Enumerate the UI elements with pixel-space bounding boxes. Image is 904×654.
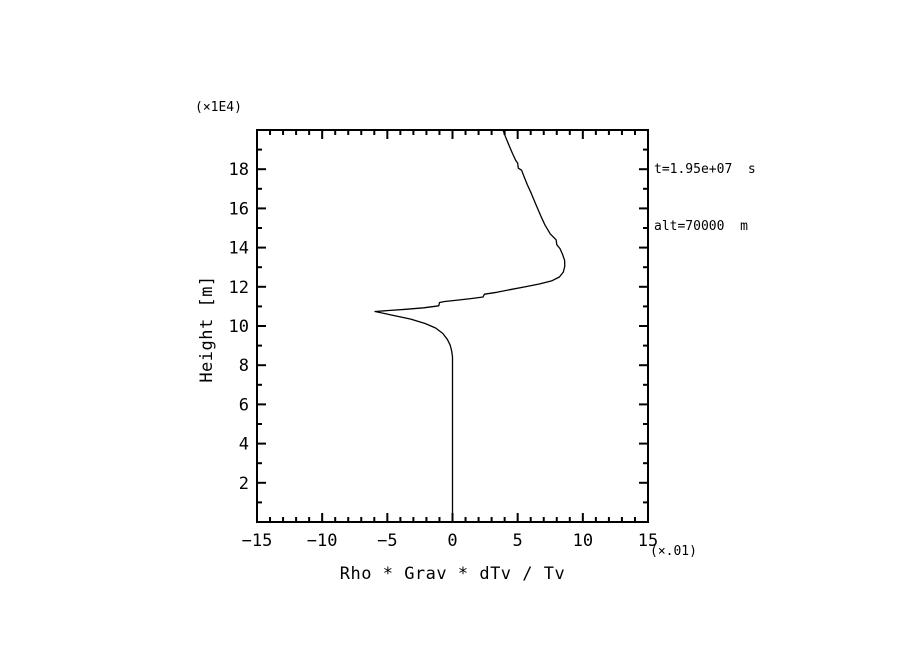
- annotation-altitude: alt=70000 m: [654, 219, 748, 234]
- x-tick-label: 10: [573, 531, 593, 551]
- annotation-block: t=1.95e+07 s alt=70000 m: [654, 122, 756, 274]
- data-curve: [374, 130, 566, 523]
- y-tick-label: 16: [229, 199, 249, 219]
- y-tick-label: 14: [229, 239, 249, 259]
- y-axis-title: Height [m]: [197, 275, 217, 383]
- x-axis-multiplier-label: (×.01): [650, 544, 697, 559]
- y-tick-label: 6: [239, 395, 249, 415]
- y-tick-label: 10: [229, 317, 249, 337]
- y-tick-label: 8: [239, 356, 249, 376]
- annotation-time: t=1.95e+07 s: [654, 162, 756, 177]
- x-tick-label: 0: [447, 531, 457, 551]
- x-tick-label: −15: [242, 531, 273, 551]
- x-tick-label: 5: [513, 531, 523, 551]
- y-axis-multiplier-label: (×1E4): [195, 100, 242, 115]
- y-tick-label: 12: [229, 278, 249, 298]
- y-tick-label: 18: [229, 160, 249, 180]
- x-tick-label: 15: [638, 531, 658, 551]
- x-tick-label: −10: [307, 531, 338, 551]
- x-tick-label: −5: [377, 531, 397, 551]
- x-axis-title: Rho * Grav * dTv / Tv: [339, 564, 566, 584]
- y-tick-label: 4: [239, 435, 249, 455]
- y-tick-label: 2: [239, 474, 249, 494]
